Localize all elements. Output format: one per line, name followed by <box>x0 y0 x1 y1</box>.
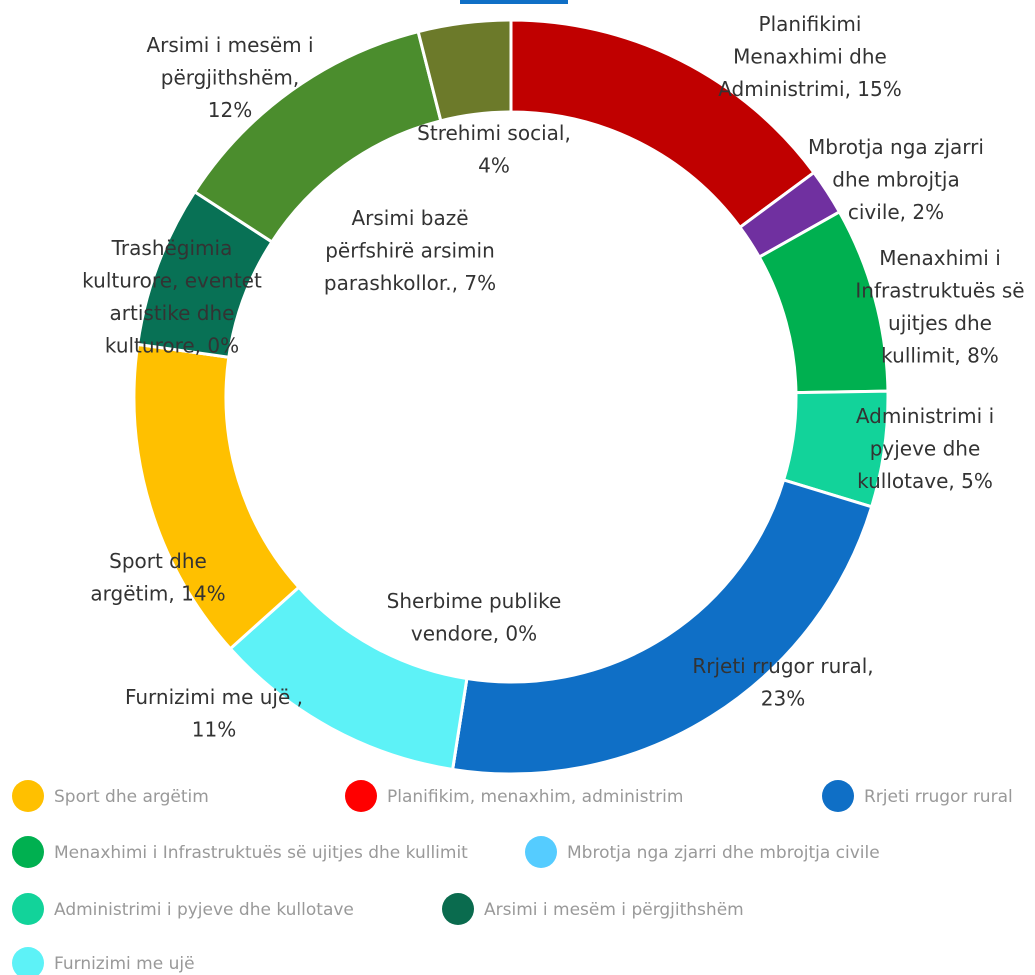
data-label-line: vendore, 0% <box>411 622 537 646</box>
data-label-line: përfshirë arsimin <box>325 239 495 263</box>
data-label-line: artistike dhe <box>110 301 235 325</box>
data-label: Sport dhe argëtim, 14% <box>90 549 225 606</box>
data-label-line: Planifikimi <box>759 12 862 36</box>
data-label: Menaxhimi i Infrastruktuës së ujitjes dhe k… <box>855 246 1024 368</box>
legend-marker <box>12 836 44 868</box>
legend-marker <box>12 947 44 975</box>
data-label: Arsimi i mesëm i përgjithshëm, 12% <box>146 33 313 122</box>
data-label-line: Sherbime publike <box>387 589 562 613</box>
legend-label: Planifikim, menaxhim, administrim <box>387 787 683 807</box>
data-label-line: kullotave, 5% <box>857 469 993 493</box>
data-label-line: pyjeve dhe <box>870 437 981 461</box>
legend-label: Rrjeti rrugor rural <box>864 787 1013 807</box>
data-label: Strehimi social, 4% <box>417 121 571 178</box>
data-label-line: Arsimi i mesëm i <box>146 33 313 57</box>
data-label-line: 23% <box>761 687 805 711</box>
data-label-line: 11% <box>192 718 236 742</box>
data-label-line: kulturore, eventet <box>82 269 262 293</box>
data-label-line: parashkollor., 7% <box>324 271 496 295</box>
legend-label: Menaxhimi i Infrastruktuës së ujitjes dh… <box>54 843 468 863</box>
legend-label: Arsimi i mesëm i përgjithshëm <box>484 900 744 920</box>
data-label-line: Administrimi, 15% <box>718 77 902 101</box>
data-label-line: Arsimi bazë <box>351 206 468 230</box>
data-label-line: Menaxhimi i <box>879 246 1001 270</box>
data-label: Planifikimi Menaxhimi dhe Administrimi, 15… <box>718 12 902 101</box>
data-label-line: 12% <box>208 98 252 122</box>
data-label: Administrimi i pyjeve dhe kullotave, 5% <box>856 404 994 493</box>
data-label: Trashëgimia kulturore, eventet artistike d… <box>82 236 262 358</box>
data-label-line: Sport dhe <box>109 549 207 573</box>
data-label: Rrjeti rrugor rural, 23% <box>692 654 873 711</box>
data-label: Sherbime publike vendore, 0% <box>387 589 562 646</box>
legend-label: Administrimi i pyjeve dhe kullotave <box>54 900 354 920</box>
legend-marker <box>12 780 44 812</box>
data-label-line: civile, 2% <box>848 200 944 224</box>
legend-label: Furnizimi me ujë <box>54 954 195 974</box>
data-label-line: 4% <box>478 154 510 178</box>
data-label-line: Menaxhimi dhe <box>733 45 887 69</box>
data-label-line: kulturore, 0% <box>105 334 239 358</box>
data-label-line: Administrimi i <box>856 404 994 428</box>
data-label-line: argëtim, 14% <box>90 582 225 606</box>
data-label: Furnizimi me ujë , 11% <box>125 685 303 742</box>
data-label-line: Strehimi social, <box>417 121 571 145</box>
slice <box>450 478 874 776</box>
data-label-line: ujitjes dhe <box>888 311 992 335</box>
legend-marker <box>525 836 557 868</box>
data-label-line: Furnizimi me ujë , <box>125 685 303 709</box>
data-label-line: dhe mbrojtja <box>832 168 959 192</box>
data-label-line: Rrjeti rrugor rural, <box>692 654 873 678</box>
data-label-line: Mbrotja nga zjarri <box>808 135 984 159</box>
data-label: Arsimi bazë përfshirë arsimin parashkollor… <box>324 206 496 295</box>
legend-label: Mbrotja nga zjarri dhe mbrojtja civile <box>567 843 880 863</box>
legend-marker <box>12 893 44 925</box>
legend-marker <box>345 780 377 812</box>
legend-label: Sport dhe argëtim <box>54 787 209 807</box>
legend-marker <box>822 780 854 812</box>
data-label: Mbrotja nga zjarri dhe mbrojtja civile, 2% <box>808 135 984 224</box>
top-bar <box>460 0 568 4</box>
data-label-line: Trashëgimia <box>111 236 233 260</box>
data-label-line: përgjithshëm, <box>161 66 299 90</box>
data-label-line: Infrastruktuës së <box>855 279 1024 303</box>
slice <box>416 18 513 123</box>
legend-marker <box>442 893 474 925</box>
data-label-line: kullimit, 8% <box>881 344 999 368</box>
